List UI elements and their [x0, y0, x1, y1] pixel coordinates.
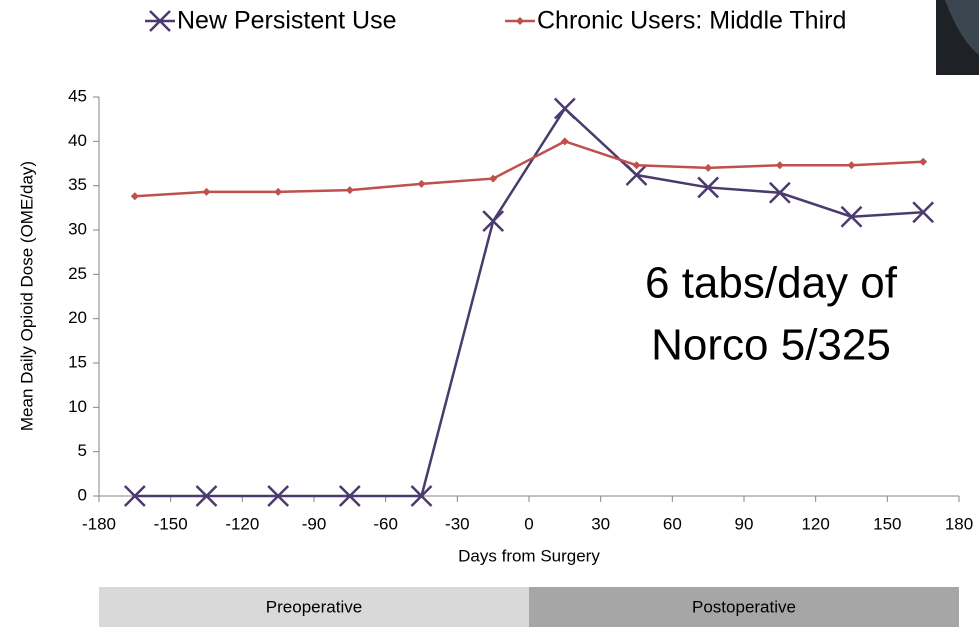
y-tick-label: 20 — [68, 308, 87, 327]
photo-fragment-detail — [945, 0, 979, 55]
x-tick-label: -150 — [154, 514, 188, 533]
marker — [560, 137, 569, 146]
x-tick-label: -90 — [302, 514, 327, 533]
phase-band — [99, 587, 529, 627]
x-tick-label: 60 — [663, 514, 682, 533]
marker — [847, 161, 856, 170]
marker — [775, 161, 784, 170]
legend-label: New Persistent Use — [177, 7, 397, 35]
marker — [489, 174, 498, 183]
marker — [632, 161, 641, 170]
marker — [417, 179, 426, 188]
marker — [919, 157, 928, 166]
marker — [625, 164, 648, 186]
y-tick-label: 0 — [78, 485, 87, 504]
x-tick-label: 90 — [735, 514, 754, 533]
y-tick-label: 5 — [78, 441, 87, 460]
phase-label: Postoperative — [692, 597, 796, 616]
marker — [123, 485, 146, 507]
marker — [697, 176, 720, 199]
marker — [410, 485, 433, 507]
x-tick-label: 120 — [801, 514, 829, 533]
series-line — [134, 106, 924, 498]
phase-band — [529, 587, 959, 627]
marker — [840, 205, 863, 228]
y-tick-label: 40 — [68, 131, 87, 150]
marker — [768, 181, 791, 204]
x-tick-label: 30 — [591, 514, 610, 533]
marker — [195, 485, 218, 507]
y-tick-label: 10 — [68, 397, 87, 416]
annotation: 6 tabs/day of — [645, 259, 898, 308]
annotation: Norco 5/325 — [651, 321, 891, 370]
marker — [553, 97, 576, 120]
x-tick-label: -60 — [373, 514, 398, 533]
x-tick-label: -120 — [225, 514, 259, 533]
legend-marker — [149, 10, 171, 32]
marker — [912, 201, 935, 224]
marker — [482, 210, 505, 233]
y-tick-label: 15 — [68, 352, 87, 371]
marker — [704, 163, 713, 172]
y-tick-label: 30 — [68, 219, 87, 238]
x-tick-label: 0 — [524, 514, 533, 533]
marker — [274, 187, 283, 196]
y-axis-label: Mean Daily Opioid Dose (OME/day) — [17, 161, 36, 431]
marker — [338, 485, 361, 507]
legend-marker — [516, 17, 524, 25]
x-tick-label: 150 — [873, 514, 901, 533]
x-tick-label: 180 — [945, 514, 973, 533]
legend-label: Chronic Users: Middle Third — [537, 7, 846, 35]
y-tick-label: 35 — [68, 175, 87, 194]
x-tick-label: -180 — [82, 514, 116, 533]
series-line — [134, 139, 924, 198]
marker — [267, 485, 290, 507]
y-tick-label: 25 — [68, 264, 87, 283]
x-axis-label: Days from Surgery — [458, 546, 600, 565]
x-tick-label: -30 — [445, 514, 470, 533]
marker — [202, 187, 211, 196]
marker — [345, 186, 354, 195]
y-tick-label: 45 — [68, 86, 87, 105]
phase-label: Preoperative — [266, 597, 362, 616]
marker — [130, 192, 139, 201]
